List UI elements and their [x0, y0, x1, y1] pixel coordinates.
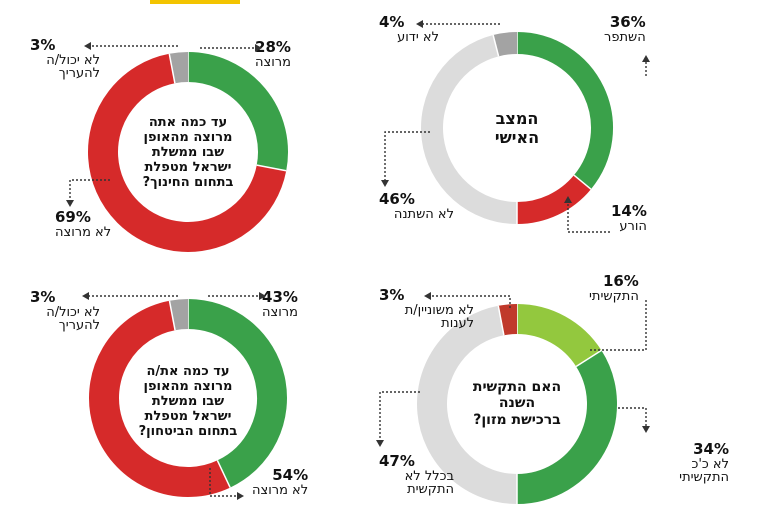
donut-separator-2: [168, 53, 176, 84]
personal-unknown-pct: 4%: [379, 13, 405, 31]
chart-food-purchase: האם התקשית השנה ברכישת מזון? 16% התקשיתי…: [379, 256, 758, 512]
donut-separator-2: [168, 300, 176, 331]
security-dissatisfied-annotation: 54% לא מרוצה: [252, 466, 309, 498]
personal-improved-annotation: 36% השתפר: [604, 13, 646, 45]
donut-slice-2: [421, 35, 518, 224]
personal-unknown-label: לא ידוע: [397, 29, 439, 45]
donut-separator-1: [256, 164, 287, 172]
personal-unchanged-label: לא השתנה: [393, 206, 454, 222]
food-not-much-pct: 34%: [693, 440, 729, 458]
education-satisfied-pct: 28%: [255, 38, 291, 56]
chart-personal-situation-title: המצב האישי: [494, 109, 540, 147]
donut-slice-3: [498, 304, 518, 336]
food-not-much-label: לא כ'כ התקשיתי: [679, 456, 729, 486]
personal-unchanged-pct: 46%: [379, 190, 415, 208]
security-cannot-assess-pct: 3%: [30, 288, 56, 306]
education-dissatisfied-label: לא מרוצה: [55, 224, 112, 240]
personal-unchanged-annotation: 46% לא השתנה: [379, 190, 454, 222]
education-dissatisfied-annotation: 69% לא מרוצה: [55, 208, 112, 240]
donut-slice-1: [516, 350, 617, 504]
chart-food-purchase-svg: [417, 304, 617, 504]
chart-security: עד כמה את/ה מרוצה מהאופן שבו ממשלת ישראל…: [0, 256, 379, 512]
personal-worsened-label: הורע: [619, 218, 647, 234]
food-not-at-all-annotation: 47% בכלל לא התקשית: [379, 452, 454, 498]
food-declined-annotation: 3% לא משוניין/ת לענות: [379, 286, 474, 332]
donut-separator-1: [573, 174, 592, 190]
donut-slice-0: [187, 299, 287, 488]
chart-security-title: עד כמה את/ה מרוצה מהאופן שבו ממשלת ישראל…: [138, 363, 238, 439]
food-struggled-annotation: 16% התקשיתי: [589, 272, 639, 304]
donut-slice-0: [516, 304, 602, 367]
donut-slice-3: [493, 32, 518, 57]
donut-slice-0: [516, 32, 613, 190]
chart-education-title: עד כמה אתה מרוצה מהאופן שבו ממשלת ישראל …: [142, 115, 234, 190]
donut-slice-1: [89, 300, 231, 497]
security-cannot-assess-annotation: 3% לא יכול/ה להעריך: [30, 288, 100, 334]
personal-improved-pct: 36%: [609, 13, 646, 31]
food-not-much-annotation: 34% לא כ'כ התקשיתי: [654, 440, 729, 486]
education-cannot-assess-annotation: 3% לא יכול/ה להעריך: [30, 36, 100, 82]
donut-slice-0: [187, 52, 288, 171]
education-cannot-assess-pct: 3%: [30, 36, 56, 54]
food-declined-label: לא משוניין/ת לענות: [404, 302, 474, 332]
food-struggled-pct: 16%: [602, 272, 639, 290]
donut-slice-2: [169, 52, 189, 84]
security-satisfied-label: מרוצה: [262, 304, 298, 320]
chart-education-svg: [88, 52, 288, 252]
food-not-at-all-label: בכלל לא התקשית: [404, 468, 454, 498]
top-accent-bar: [150, 0, 240, 4]
donut-separator-1: [575, 349, 602, 368]
security-satisfied-annotation: 43% מרוצה: [262, 288, 298, 320]
donut-slice-1: [88, 53, 287, 252]
security-dissatisfied-pct: 54%: [272, 466, 309, 484]
education-satisfied-annotation: 28% מרוצה: [255, 38, 291, 70]
donut-slice-2: [417, 305, 518, 504]
food-declined-pct: 3%: [379, 286, 405, 304]
donut-slice-1: [516, 174, 591, 224]
personal-worsened-pct: 14%: [611, 202, 647, 220]
chart-personal-situation: המצב האישי 36% השתפר 4% לא ידוע 46% לא ה…: [379, 0, 758, 256]
security-cannot-assess-label: לא יכול/ה להעריך: [46, 304, 100, 334]
chart-food-purchase-title: האם התקשית השנה ברכישת מזון?: [472, 379, 562, 428]
donut-separator-3: [497, 305, 505, 336]
personal-unknown-annotation: 4% לא ידוע: [379, 13, 439, 45]
personal-improved-label: השתפר: [604, 29, 646, 45]
donut-slice-2: [169, 299, 189, 331]
education-cannot-assess-label: לא יכול/ה להעריך: [46, 52, 100, 82]
chart-education: עד כמה אתה מרוצה מהאופן שבו ממשלת ישראל …: [0, 0, 379, 256]
security-dissatisfied-label: לא מרוצה: [252, 482, 309, 498]
personal-worsened-annotation: 14% הורע: [611, 202, 647, 234]
education-dissatisfied-pct: 69%: [55, 208, 91, 226]
donut-separator-3: [492, 34, 500, 57]
security-satisfied-pct: 43%: [262, 288, 298, 306]
chart-personal-situation-svg: [421, 32, 613, 224]
food-struggled-label: התקשיתי: [589, 288, 639, 304]
chart-security-svg: [89, 299, 287, 497]
education-satisfied-label: מרוצה: [255, 54, 291, 70]
food-not-at-all-pct: 47%: [379, 452, 415, 470]
